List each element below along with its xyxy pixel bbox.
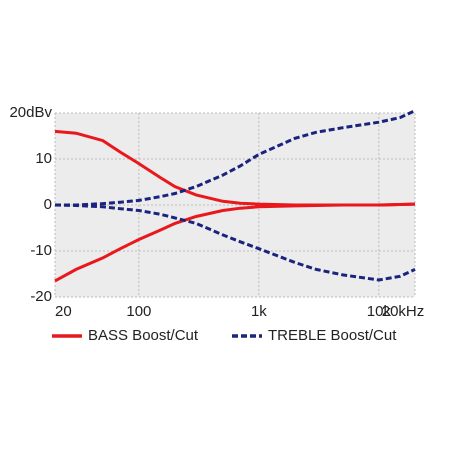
legend-label: TREBLE Boost/Cut (268, 327, 397, 344)
x-tick-label: 20 (55, 303, 72, 320)
y-tick-label: 20dBv (9, 104, 52, 121)
legend-label: BASS Boost/Cut (88, 327, 199, 344)
x-tick-label: 100 (126, 303, 151, 320)
series-line (54, 202, 416, 283)
series-line (55, 109, 416, 207)
x-tick-label: 10k (367, 303, 392, 320)
series-line (54, 203, 416, 282)
y-tick-label: -20 (30, 288, 52, 305)
y-tick-label: 10 (35, 150, 52, 167)
y-tick-label: -10 (30, 242, 52, 259)
x-tick-label: 20kHz (382, 303, 425, 320)
x-tick-label: 1k (251, 303, 267, 320)
y-tick-label: 0 (44, 196, 52, 213)
